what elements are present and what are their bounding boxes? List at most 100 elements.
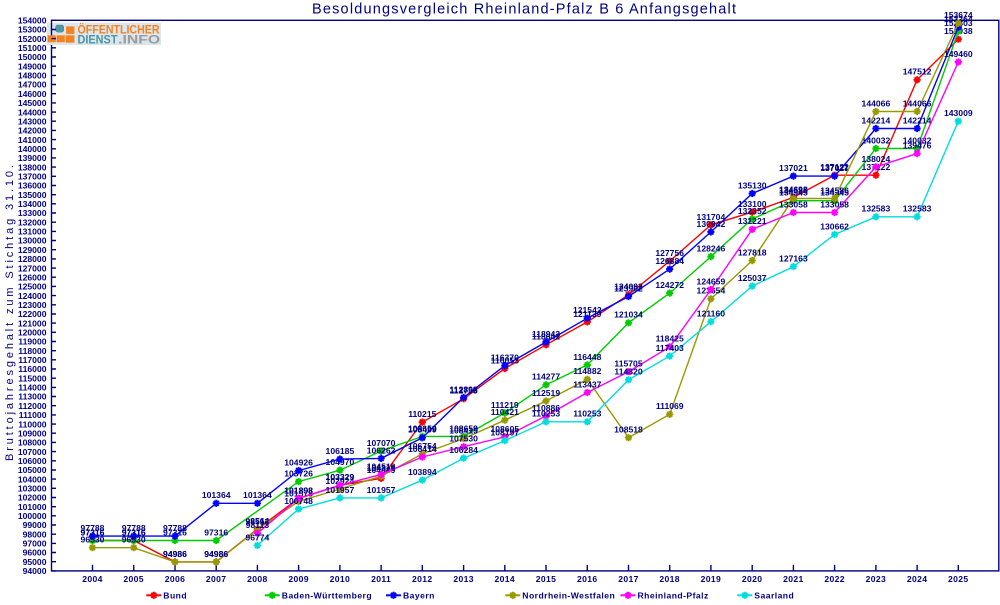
svg-text:117403: 117403 bbox=[656, 343, 684, 353]
svg-text:97788: 97788 bbox=[163, 523, 187, 533]
svg-text:149460: 149460 bbox=[944, 49, 973, 59]
svg-text:107530: 107530 bbox=[449, 434, 478, 444]
svg-text:153674: 153674 bbox=[944, 10, 973, 20]
svg-text:134345: 134345 bbox=[779, 188, 808, 198]
svg-text:112000: 112000 bbox=[18, 401, 46, 411]
svg-text:145000: 145000 bbox=[18, 98, 47, 108]
svg-text:110253: 110253 bbox=[532, 409, 560, 419]
svg-text:118425: 118425 bbox=[656, 334, 684, 344]
svg-text:132000: 132000 bbox=[18, 217, 47, 227]
svg-text:114000: 114000 bbox=[18, 383, 46, 393]
svg-text:2016: 2016 bbox=[577, 574, 598, 584]
svg-text:2014: 2014 bbox=[495, 574, 516, 584]
svg-text:127163: 127163 bbox=[779, 254, 808, 264]
svg-text:96000: 96000 bbox=[23, 548, 47, 558]
svg-text:2004: 2004 bbox=[82, 574, 103, 584]
svg-text:Bayern: Bayern bbox=[403, 591, 435, 601]
svg-text:110421: 110421 bbox=[491, 407, 519, 417]
svg-text:118642: 118642 bbox=[532, 332, 560, 342]
svg-text:103000: 103000 bbox=[18, 484, 47, 494]
svg-text:98000: 98000 bbox=[23, 529, 47, 539]
svg-text:94986: 94986 bbox=[204, 549, 228, 559]
svg-text:101898: 101898 bbox=[284, 485, 313, 495]
svg-text:134586: 134586 bbox=[820, 185, 849, 195]
svg-text:97000: 97000 bbox=[23, 539, 47, 549]
svg-text:114277: 114277 bbox=[532, 372, 560, 382]
svg-text:144066: 144066 bbox=[903, 98, 932, 108]
svg-text:131704: 131704 bbox=[697, 212, 726, 222]
svg-text:2025: 2025 bbox=[948, 574, 969, 584]
svg-text:96530: 96530 bbox=[122, 535, 146, 545]
svg-text:98513: 98513 bbox=[245, 516, 269, 526]
svg-text:97316: 97316 bbox=[163, 527, 187, 537]
svg-text:103894: 103894 bbox=[408, 467, 437, 477]
svg-text:102000: 102000 bbox=[18, 493, 47, 503]
svg-text:147512: 147512 bbox=[903, 67, 932, 77]
svg-text:148000: 148000 bbox=[18, 71, 47, 81]
svg-text:125000: 125000 bbox=[18, 282, 47, 292]
svg-text:135000: 135000 bbox=[18, 190, 47, 200]
svg-text:153000: 153000 bbox=[18, 25, 47, 35]
svg-text:104000: 104000 bbox=[18, 474, 47, 484]
svg-text:114882: 114882 bbox=[573, 366, 601, 376]
svg-text:116000: 116000 bbox=[18, 364, 46, 374]
svg-text:98564: 98564 bbox=[245, 516, 269, 526]
svg-text:2012: 2012 bbox=[412, 574, 433, 584]
svg-text:121139: 121139 bbox=[573, 309, 601, 319]
svg-text:134345: 134345 bbox=[820, 188, 849, 198]
svg-text:125037: 125037 bbox=[738, 273, 767, 283]
svg-text:106754: 106754 bbox=[408, 441, 437, 451]
svg-text:101898: 101898 bbox=[284, 485, 313, 495]
svg-text:137021: 137021 bbox=[820, 163, 849, 173]
svg-text:96774: 96774 bbox=[245, 532, 269, 542]
svg-text:138024: 138024 bbox=[862, 154, 891, 164]
svg-text:97316: 97316 bbox=[122, 527, 146, 537]
svg-text:140032: 140032 bbox=[862, 135, 891, 145]
svg-text:124659: 124659 bbox=[697, 277, 726, 287]
svg-text:97316: 97316 bbox=[122, 527, 146, 537]
svg-text:144066: 144066 bbox=[862, 98, 891, 108]
svg-text:124092: 124092 bbox=[614, 282, 643, 292]
svg-text:144000: 144000 bbox=[18, 107, 47, 117]
svg-text:109000: 109000 bbox=[18, 428, 47, 438]
svg-text:106414: 106414 bbox=[408, 444, 437, 454]
svg-text:108605: 108605 bbox=[490, 424, 519, 434]
svg-text:143009: 143009 bbox=[944, 108, 973, 118]
svg-text:112898: 112898 bbox=[449, 384, 477, 394]
svg-text:104089: 104089 bbox=[367, 465, 396, 475]
svg-text:118943: 118943 bbox=[532, 329, 560, 339]
svg-text:108419: 108419 bbox=[449, 426, 478, 436]
svg-text:108518: 108518 bbox=[614, 425, 643, 435]
svg-text:116370: 116370 bbox=[491, 353, 519, 363]
svg-text:132583: 132583 bbox=[903, 204, 932, 214]
svg-text:130662: 130662 bbox=[820, 221, 849, 231]
svg-text:2013: 2013 bbox=[453, 574, 474, 584]
svg-text:101957: 101957 bbox=[326, 485, 355, 495]
svg-text:139476: 139476 bbox=[903, 141, 932, 151]
svg-text:103329: 103329 bbox=[326, 472, 355, 482]
svg-text:110215: 110215 bbox=[408, 409, 436, 419]
svg-text:154000: 154000 bbox=[18, 16, 47, 26]
svg-text:2006: 2006 bbox=[165, 574, 186, 584]
svg-text:107070: 107070 bbox=[367, 438, 396, 448]
svg-text:107000: 107000 bbox=[18, 447, 47, 457]
svg-text:140032: 140032 bbox=[903, 135, 932, 145]
svg-text:2009: 2009 bbox=[288, 574, 309, 584]
svg-text:2023: 2023 bbox=[866, 574, 887, 584]
svg-text:101364: 101364 bbox=[243, 490, 272, 500]
svg-text:133000: 133000 bbox=[18, 208, 47, 218]
svg-text:127000: 127000 bbox=[18, 263, 47, 273]
svg-text:128246: 128246 bbox=[697, 244, 726, 254]
svg-text:137021: 137021 bbox=[779, 163, 808, 173]
svg-text:132352: 132352 bbox=[738, 206, 767, 216]
svg-text:117000: 117000 bbox=[18, 355, 46, 365]
svg-text:140000: 140000 bbox=[18, 144, 47, 154]
svg-text:94000: 94000 bbox=[23, 566, 47, 576]
svg-text:108000: 108000 bbox=[18, 438, 47, 448]
svg-text:123000: 123000 bbox=[18, 300, 47, 310]
svg-text:2022: 2022 bbox=[824, 574, 845, 584]
svg-text:95000: 95000 bbox=[23, 557, 47, 567]
svg-text:121160: 121160 bbox=[697, 309, 725, 319]
svg-text:101364: 101364 bbox=[202, 490, 231, 500]
svg-text:111069: 111069 bbox=[656, 401, 684, 411]
